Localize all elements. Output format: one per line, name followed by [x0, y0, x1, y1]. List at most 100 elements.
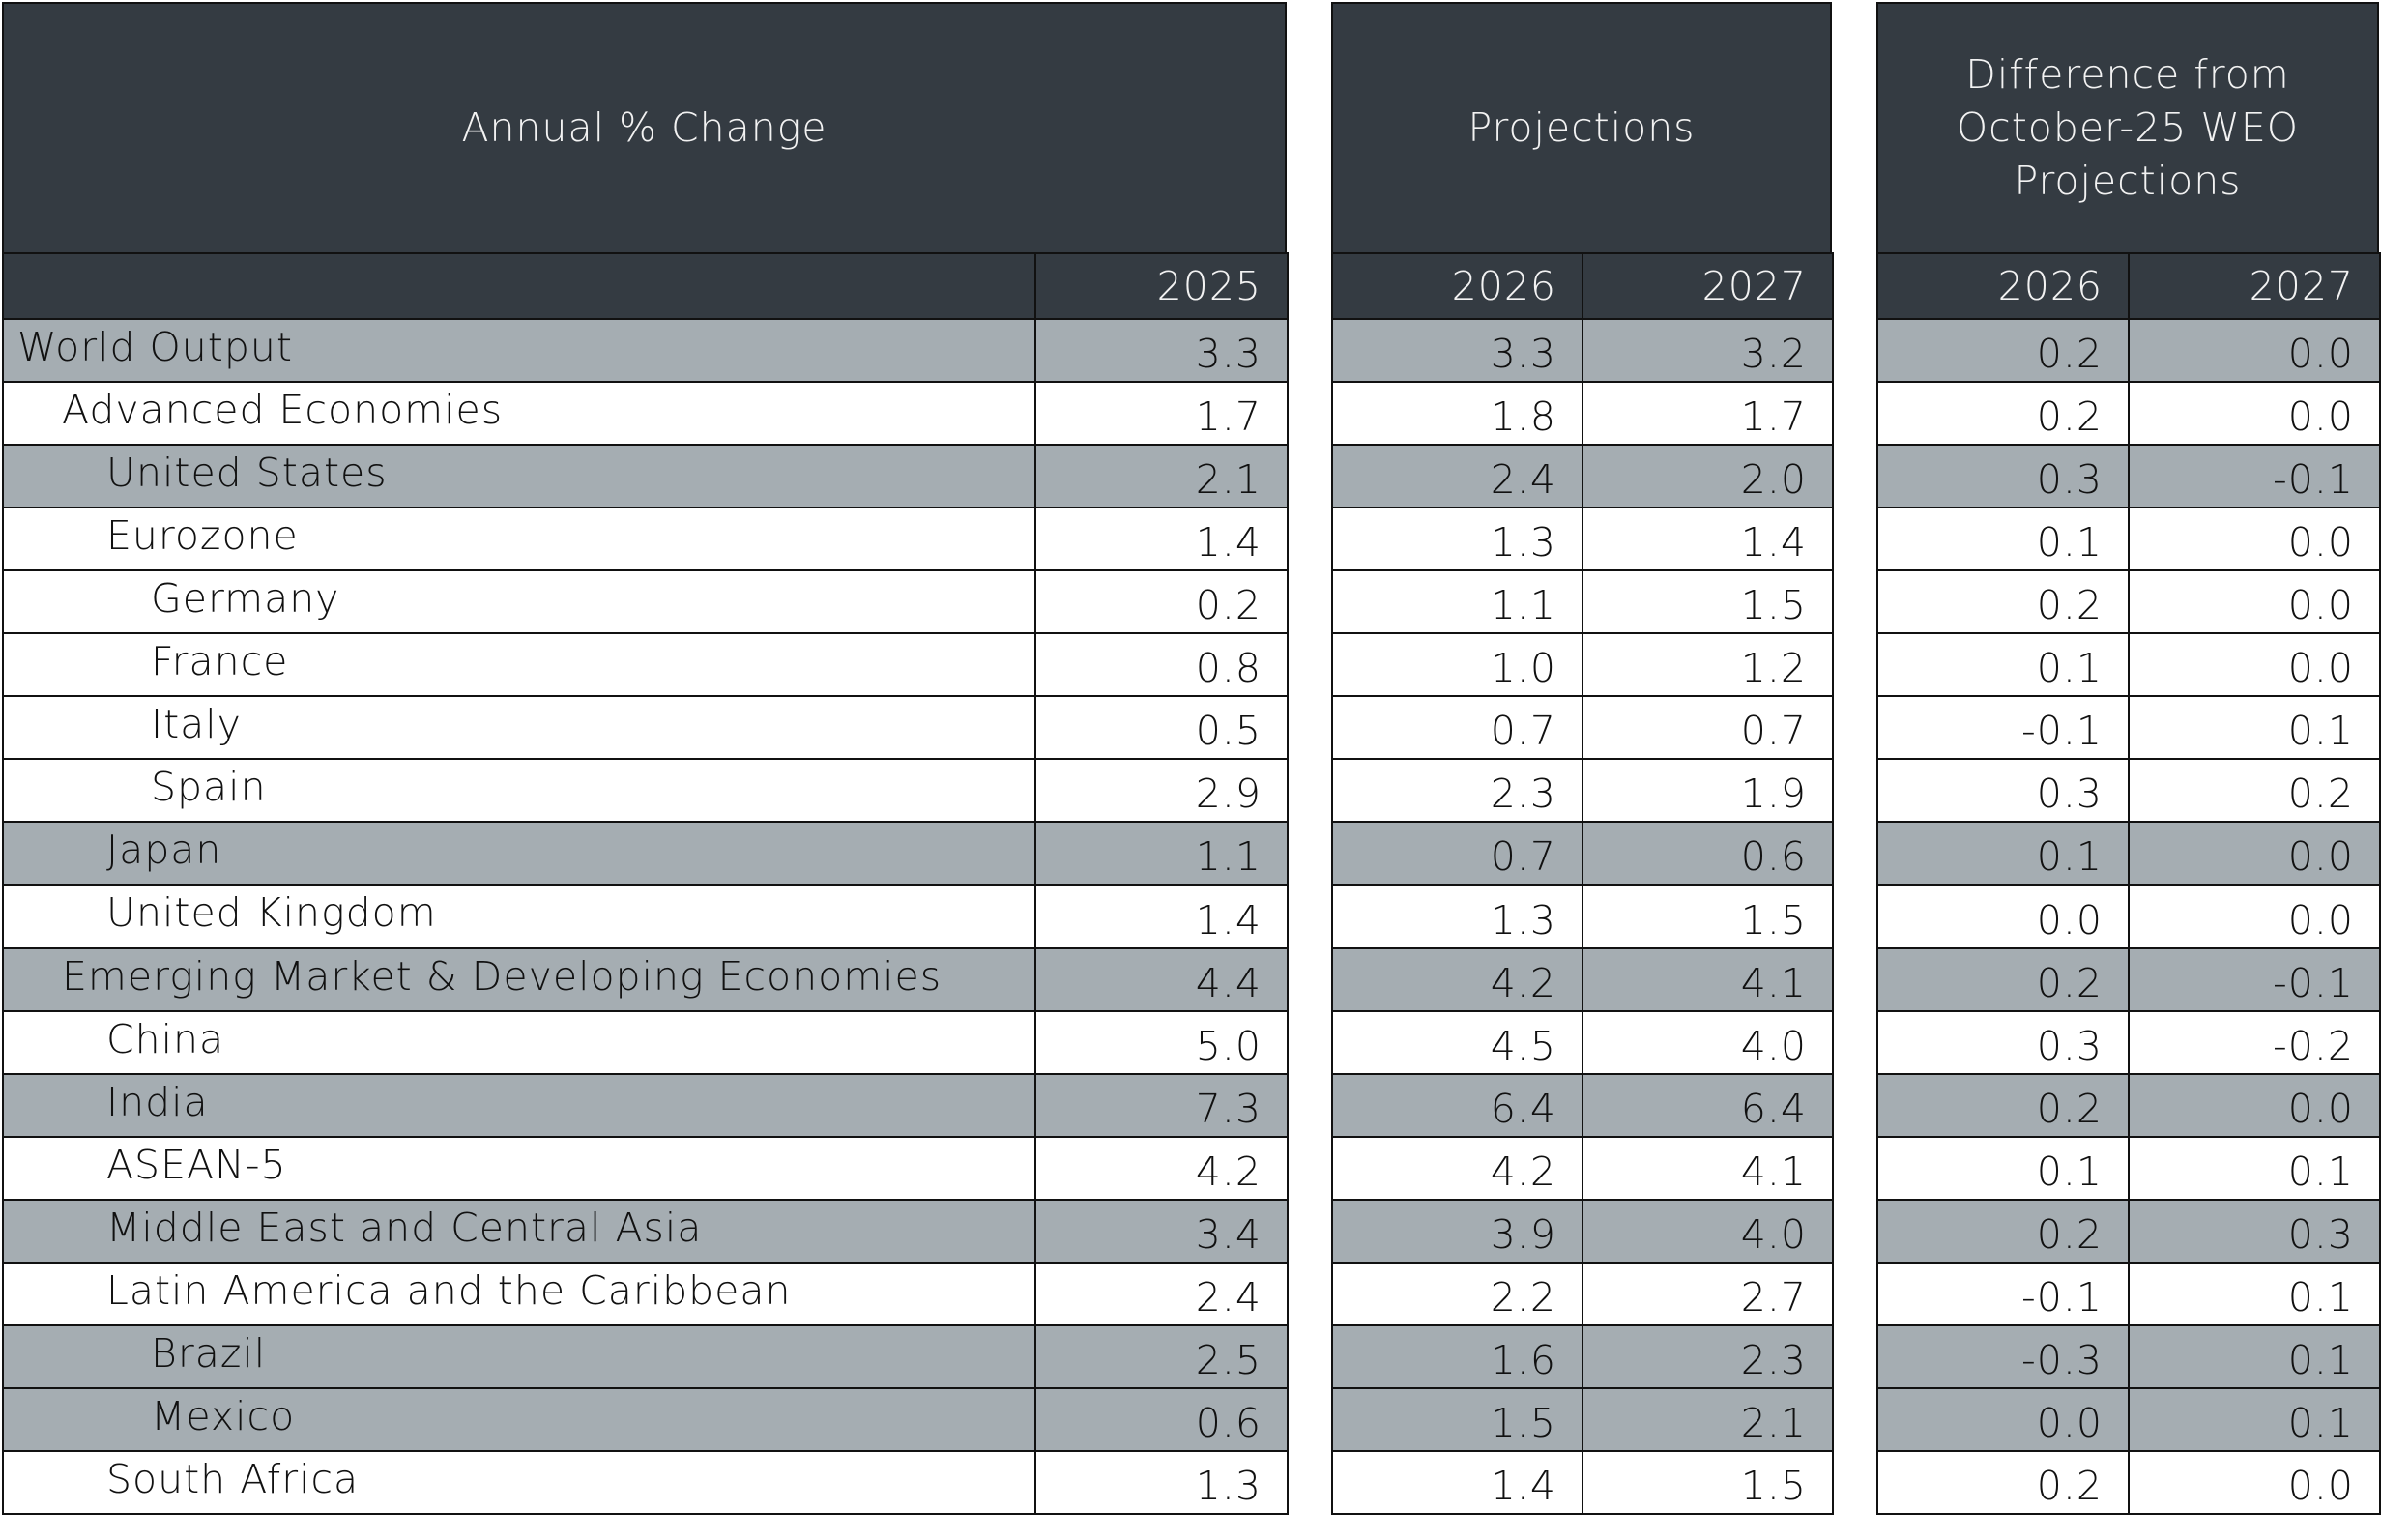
value-cell: 1.9	[1582, 758, 1834, 824]
value-cell: 1.1	[1331, 569, 1583, 635]
value-cell: 0.2	[1876, 1072, 2130, 1138]
row-label: Eurozone	[2, 507, 1036, 572]
row-label: Italy	[2, 695, 1036, 761]
row-label: Japan	[2, 821, 1036, 886]
value-cell: 4.2	[1034, 1135, 1289, 1201]
value-cell: 3.4	[1034, 1198, 1289, 1264]
value-cell: -0.1	[1876, 1261, 2130, 1326]
year-header: 2026	[1331, 252, 1583, 320]
value-cell: 3.9	[1331, 1198, 1583, 1264]
value-cell: 6.4	[1331, 1072, 1583, 1138]
value-cell: 2.4	[1331, 444, 1583, 509]
value-cell: 6.4	[1582, 1072, 1834, 1138]
value-cell: 3.3	[1034, 318, 1289, 384]
value-cell: 0.0	[2128, 1449, 2381, 1515]
row-label: World Output	[2, 318, 1036, 384]
row-label: Advanced Economies	[2, 381, 1036, 447]
value-cell: 0.0	[2128, 569, 2381, 635]
value-cell: 0.2	[1876, 381, 2130, 447]
year-header-blank	[2, 252, 1036, 320]
value-cell: 1.6	[1331, 1323, 1583, 1389]
group-header: Difference from October-25 WEO Projectio…	[1876, 2, 2379, 254]
value-cell: 2.0	[1582, 444, 1834, 509]
value-cell: 1.3	[1331, 884, 1583, 949]
row-label: ASEAN-5	[2, 1135, 1036, 1201]
value-cell: 1.4	[1034, 507, 1289, 572]
value-cell: 0.8	[1034, 632, 1289, 698]
value-cell: 2.2	[1331, 1261, 1583, 1326]
value-cell: 0.6	[1582, 821, 1834, 886]
value-cell: 2.3	[1331, 758, 1583, 824]
value-cell: 1.0	[1331, 632, 1583, 698]
value-cell: 4.2	[1331, 1135, 1583, 1201]
value-cell: 0.2	[1876, 946, 2130, 1012]
group-header: Projections	[1331, 2, 1832, 254]
value-cell: 0.0	[2128, 318, 2381, 384]
value-cell: 0.3	[1876, 444, 2130, 509]
value-cell: 4.5	[1331, 1009, 1583, 1075]
value-cell: 1.4	[1034, 884, 1289, 949]
value-cell: 3.2	[1582, 318, 1834, 384]
value-cell: 2.4	[1034, 1261, 1289, 1326]
value-cell: 2.1	[1582, 1386, 1834, 1452]
value-cell: 1.3	[1331, 507, 1583, 572]
value-cell: 0.2	[1034, 569, 1289, 635]
value-cell: 0.2	[1876, 1198, 2130, 1264]
value-cell: 1.3	[1034, 1449, 1289, 1515]
value-cell: 1.7	[1582, 381, 1834, 447]
value-cell: 1.1	[1034, 821, 1289, 886]
value-cell: 0.0	[2128, 381, 2381, 447]
value-cell: 0.1	[2128, 1261, 2381, 1326]
value-cell: 0.7	[1331, 821, 1583, 886]
year-header: 2027	[1582, 252, 1834, 320]
value-cell: 0.1	[2128, 1386, 2381, 1452]
value-cell: -0.1	[2128, 946, 2381, 1012]
row-label: United Kingdom	[2, 884, 1036, 949]
row-label: India	[2, 1072, 1036, 1138]
row-label: Mexico	[2, 1386, 1036, 1452]
value-cell: 0.1	[1876, 821, 2130, 886]
row-label: United States	[2, 444, 1036, 509]
value-cell: 7.3	[1034, 1072, 1289, 1138]
value-cell: 0.2	[2128, 758, 2381, 824]
value-cell: 2.3	[1582, 1323, 1834, 1389]
value-cell: 2.9	[1034, 758, 1289, 824]
year-header: 2026	[1876, 252, 2130, 320]
value-cell: -0.3	[1876, 1323, 2130, 1389]
value-cell: 0.3	[2128, 1198, 2381, 1264]
value-cell: 0.0	[2128, 884, 2381, 949]
value-cell: 0.5	[1034, 695, 1289, 761]
value-cell: 0.0	[2128, 632, 2381, 698]
value-cell: 0.0	[2128, 1072, 2381, 1138]
value-cell: 0.2	[1876, 1449, 2130, 1515]
value-cell: 4.0	[1582, 1009, 1834, 1075]
value-cell: 2.7	[1582, 1261, 1834, 1326]
value-cell: 1.8	[1331, 381, 1583, 447]
value-cell: 1.7	[1034, 381, 1289, 447]
value-cell: 1.5	[1582, 884, 1834, 949]
value-cell: 2.5	[1034, 1323, 1289, 1389]
value-cell: 1.2	[1582, 632, 1834, 698]
value-cell: 0.7	[1331, 695, 1583, 761]
value-cell: 0.0	[1876, 1386, 2130, 1452]
value-cell: 4.1	[1582, 946, 1834, 1012]
value-cell: 1.4	[1331, 1449, 1583, 1515]
row-label: Emerging Market & Developing Economies	[2, 946, 1036, 1012]
value-cell: 0.1	[1876, 632, 2130, 698]
value-cell: 1.4	[1582, 507, 1834, 572]
value-cell: 0.1	[2128, 695, 2381, 761]
value-cell: 5.0	[1034, 1009, 1289, 1075]
value-cell: 0.1	[2128, 1135, 2381, 1201]
value-cell: 0.1	[1876, 1135, 2130, 1201]
row-label: Brazil	[2, 1323, 1036, 1389]
value-cell: 0.6	[1034, 1386, 1289, 1452]
group-header: Annual % Change	[2, 2, 1287, 254]
value-cell: 4.4	[1034, 946, 1289, 1012]
row-label: Germany	[2, 569, 1036, 635]
value-cell: 2.1	[1034, 444, 1289, 509]
value-cell: -0.1	[1876, 695, 2130, 761]
row-label: France	[2, 632, 1036, 698]
row-label: South Africa	[2, 1449, 1036, 1515]
value-cell: 0.3	[1876, 1009, 2130, 1075]
